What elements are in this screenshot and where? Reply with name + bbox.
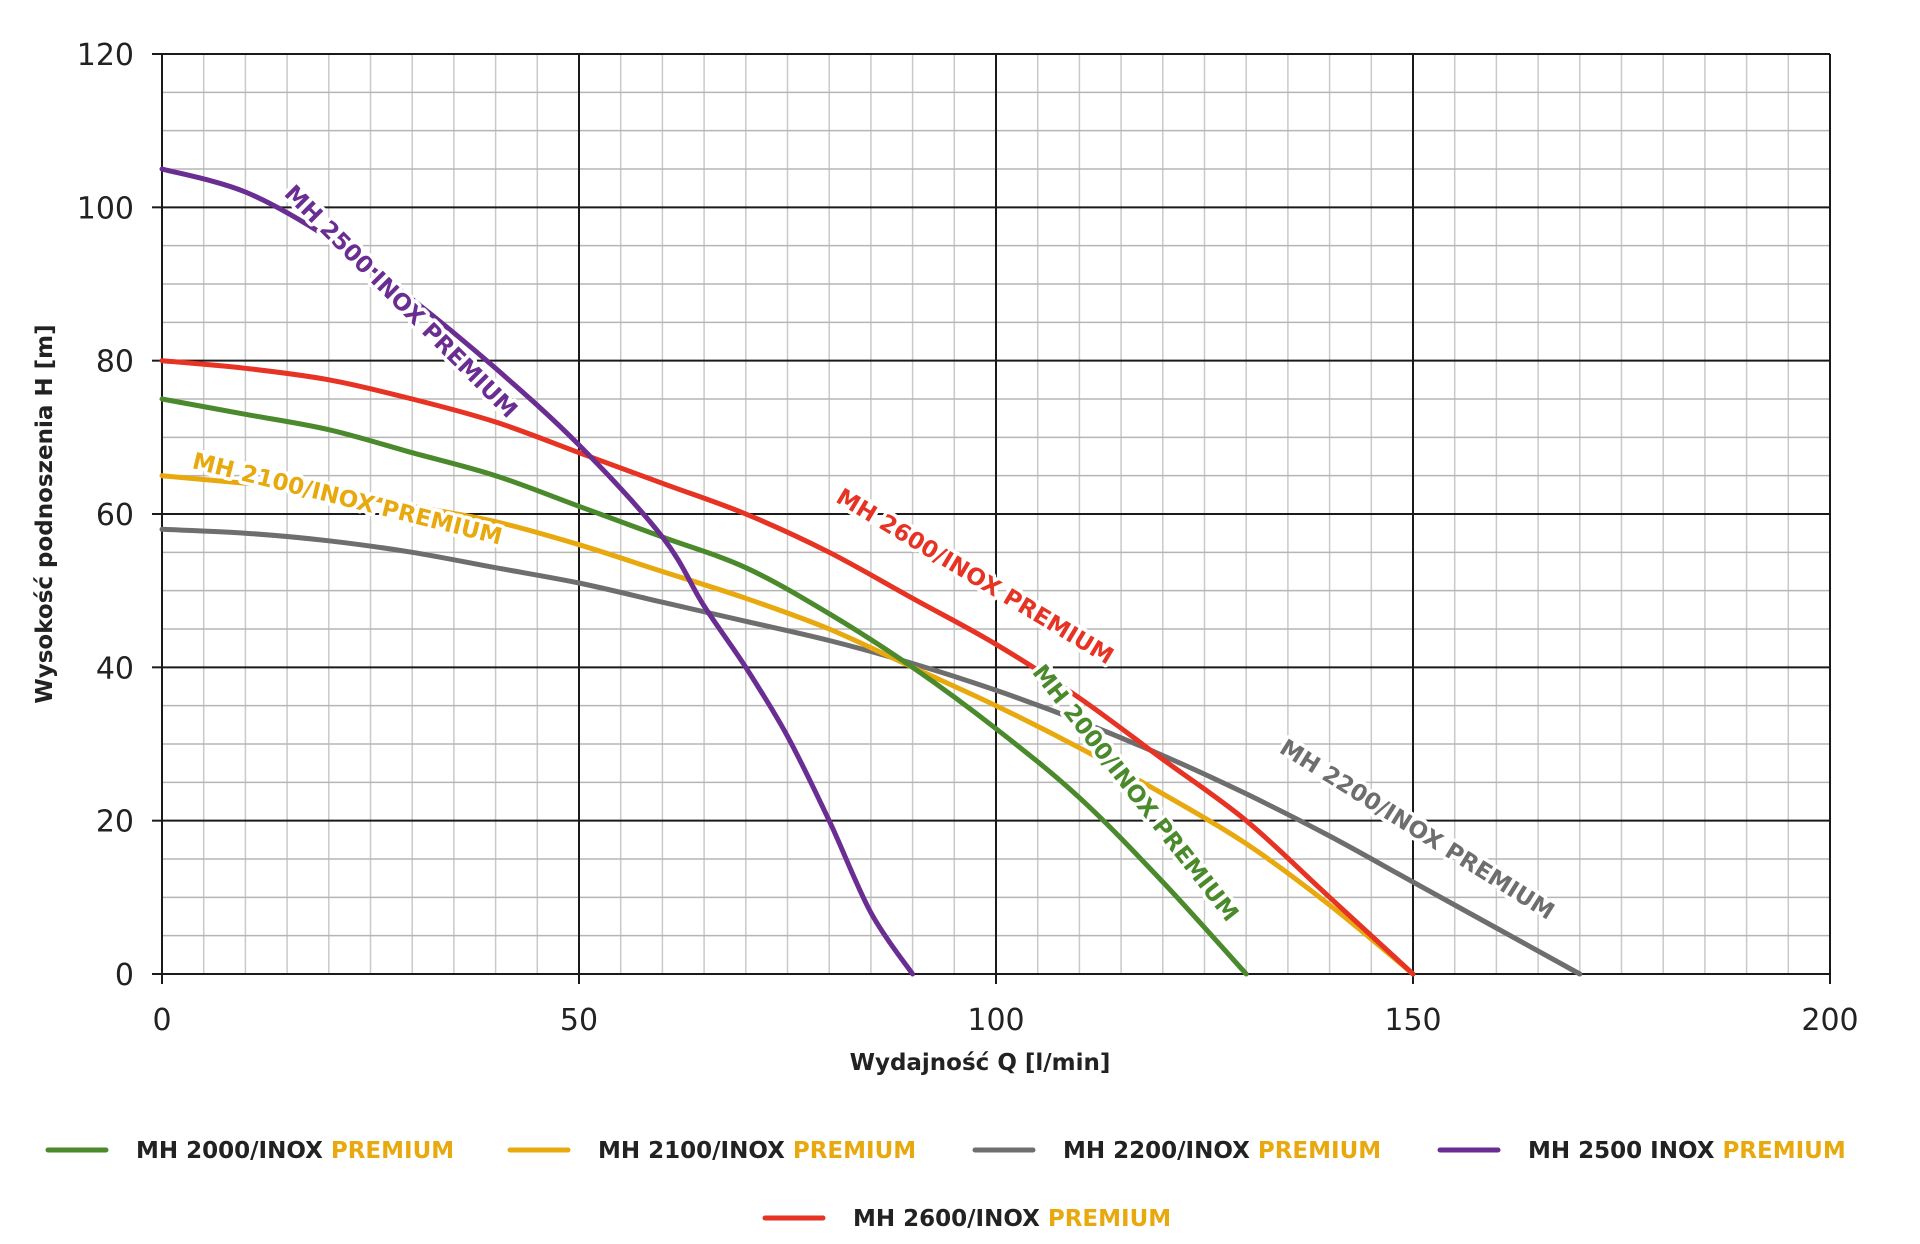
legend-label: MH 2600/INOX PREMIUM: [853, 1206, 1171, 1232]
x-axis-title: Wydajność Q [l/min]: [850, 1050, 1111, 1076]
x-tick-label: 0: [152, 1003, 171, 1038]
legend-item: MH 2200/INOX PREMIUM: [972, 1138, 1381, 1164]
legend-label: MH 2100/INOX PREMIUM: [598, 1138, 916, 1164]
major-grid: [161, 53, 1831, 975]
legend-item: MH 2000/INOX PREMIUM: [45, 1138, 454, 1164]
legend: MH 2000/INOX PREMIUM MH 2100/INOX PREMIUM…: [45, 1138, 1846, 1232]
x-tick-label: 100: [967, 1003, 1024, 1038]
series-line: [159, 396, 1249, 977]
x-tick-label: 50: [560, 1003, 598, 1038]
x-tick-label: 200: [1801, 1003, 1858, 1038]
y-axis-title: Wysokość podnoszenia H [m]: [32, 324, 58, 703]
y-tick-label: 100: [77, 191, 134, 226]
legend-label: MH 2000/INOX PREMIUM: [136, 1138, 454, 1164]
y-tick-label: 60: [96, 498, 134, 533]
axis-ticks: 0 50 100 150 200 0 20 40 60 80 100 120: [77, 38, 1859, 1038]
x-tick-label: 150: [1384, 1003, 1441, 1038]
y-tick-label: 20: [96, 805, 134, 840]
y-tick-label: 40: [96, 651, 134, 686]
legend-item: MH 2100/INOX PREMIUM: [507, 1138, 916, 1164]
series-line: [159, 166, 916, 977]
data-series: [159, 166, 1583, 977]
series-line: [159, 526, 1583, 977]
y-tick-label: 80: [96, 345, 134, 380]
legend-item: MH 2500 INOX PREMIUM: [1437, 1138, 1846, 1164]
series-line: [159, 473, 1416, 977]
y-tick-label: 0: [115, 958, 134, 993]
y-tick-label: 120: [77, 38, 134, 73]
series-line: [159, 358, 1416, 977]
legend-item: MH 2600/INOX PREMIUM: [762, 1206, 1171, 1232]
legend-label: MH 2500 INOX PREMIUM: [1528, 1138, 1846, 1164]
legend-label: MH 2200/INOX PREMIUM: [1063, 1138, 1381, 1164]
